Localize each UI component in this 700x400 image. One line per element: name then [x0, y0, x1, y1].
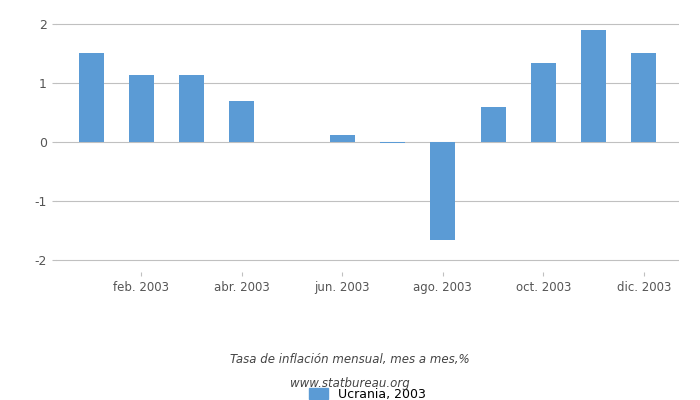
Text: www.statbureau.org: www.statbureau.org — [290, 378, 410, 390]
Bar — [631, 53, 657, 142]
Bar — [179, 75, 204, 142]
Bar — [581, 30, 606, 142]
Bar — [330, 135, 355, 142]
Bar — [129, 75, 154, 142]
Legend: Ucrania, 2003: Ucrania, 2003 — [309, 388, 426, 400]
Bar — [380, 142, 405, 143]
Bar — [78, 53, 104, 142]
Text: Tasa de inflación mensual, mes a mes,%: Tasa de inflación mensual, mes a mes,% — [230, 354, 470, 366]
Bar — [531, 64, 556, 142]
Bar — [230, 101, 255, 142]
Bar — [480, 106, 505, 142]
Bar — [430, 142, 456, 240]
